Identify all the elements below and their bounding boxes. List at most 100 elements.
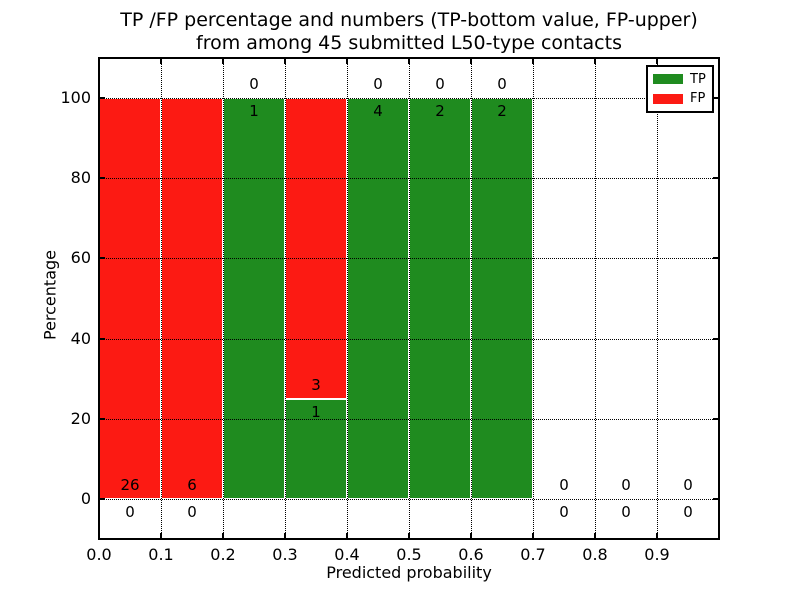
x-tick-mark [284,533,286,539]
bar-segment-fp [161,98,223,499]
x-tick-mark [160,533,162,539]
y-tick-mark [713,97,719,100]
chart-title: TP /FP percentage and numbers (TP-bottom… [99,9,719,55]
y-tick-label: 80 [70,168,91,188]
x-tick-mark [656,533,658,539]
legend-label-fp: FP [690,91,706,107]
gridline-vertical [533,58,534,539]
x-tick-mark [222,533,224,539]
y-tick-mark [99,417,105,420]
tp-count-label: 0 [621,502,631,521]
x-tick-label: 0.1 [148,545,174,564]
x-tick-mark [470,533,472,539]
gridline-vertical [657,58,658,539]
y-tick-label: 0 [80,488,91,508]
fp-count-label: 0 [249,75,259,94]
x-tick-label: 0.5 [396,545,422,564]
fp-count-label: 0 [497,75,507,94]
bar-segment-tp [409,98,471,499]
x-tick-mark [346,58,348,64]
y-tick-label: 60 [70,248,91,268]
tp-count-label: 0 [683,502,693,521]
tp-count-label: 4 [373,102,383,121]
x-tick-label: 0.6 [458,545,484,564]
fp-count-label: 0 [559,475,569,494]
gridline-horizontal [99,258,719,260]
tp-count-label: 1 [311,402,321,421]
y-tick-mark [713,417,719,420]
gridline-vertical [161,58,162,539]
x-tick-label: 0.2 [210,545,236,564]
fp-count-label: 3 [311,375,321,394]
x-tick-label: 0.8 [582,545,608,564]
x-tick-mark [532,58,534,64]
y-tick-mark [713,257,719,260]
gridline-vertical [409,58,410,539]
x-tick-mark [98,58,100,64]
x-tick-mark [408,533,410,539]
x-tick-mark [408,58,410,64]
legend: TP FP [646,65,714,113]
x-tick-mark [594,58,596,64]
gridline-vertical [347,58,348,539]
x-tick-label: 0.9 [644,545,670,564]
tp-count-label: 0 [125,502,135,521]
gridline-vertical [285,58,286,539]
tp-count-label: 1 [249,102,259,121]
legend-label-tp: TP [690,71,706,87]
fp-count-label: 0 [683,475,693,494]
y-tick-label: 40 [70,328,91,348]
tp-count-label: 2 [497,102,507,121]
y-tick-mark [713,177,719,180]
y-tick-mark [713,497,719,500]
bar-segment-fp [99,98,161,499]
chart-title-line2: from among 45 submitted L50-type contact… [196,32,622,54]
y-tick-mark [99,337,105,340]
x-tick-label: 0.0 [86,545,112,564]
x-tick-mark [470,58,472,64]
gridline-horizontal [99,338,719,340]
y-tick-mark [99,497,105,500]
x-tick-mark [594,533,596,539]
gridline-horizontal [99,498,719,500]
tp-color-swatch [653,74,683,85]
tp-count-label: 0 [559,502,569,521]
y-tick-mark [99,97,105,100]
bar-segment-tp [347,98,409,499]
tp-count-label: 2 [435,102,445,121]
legend-item-tp: TP [653,72,712,87]
x-axis-label: Predicted probability [326,563,492,582]
fp-color-swatch [653,93,683,104]
fp-count-label: 6 [187,475,197,494]
legend-item-fp: FP [653,91,712,106]
fp-count-label: 0 [435,75,445,94]
x-tick-mark [98,533,100,539]
fp-count-label: 0 [373,75,383,94]
chart-title-line1: TP /FP percentage and numbers (TP-bottom… [120,9,698,31]
gridline-horizontal [99,418,719,420]
x-tick-mark [222,58,224,64]
x-tick-mark [346,533,348,539]
gridline-horizontal [99,98,719,100]
y-tick-mark [99,257,105,260]
gridline-vertical [223,58,224,539]
bar-segment-tp [471,98,533,499]
y-tick-mark [99,177,105,180]
x-tick-label: 0.3 [272,545,298,564]
x-tick-mark [656,58,658,64]
gridline-horizontal [99,178,719,180]
plot-area: 0.0 0.1 0.2 0.3 0.4 0.5 0.6 0.7 0.8 0.9 0 20 40 60 80 1… [60,57,720,564]
bar-segment-fp [285,98,347,399]
fp-count-label: 26 [120,475,140,494]
bar-segment-tp [223,98,285,499]
x-tick-mark [532,533,534,539]
y-tick-label: 20 [70,408,91,428]
x-tick-mark [284,58,286,64]
y-tick-mark [713,337,719,340]
fp-count-label: 0 [621,475,631,494]
x-tick-label: 0.7 [520,545,546,564]
gridline-vertical [595,58,596,539]
gridline-vertical [471,58,472,539]
y-tick-label: 100 [60,88,91,108]
